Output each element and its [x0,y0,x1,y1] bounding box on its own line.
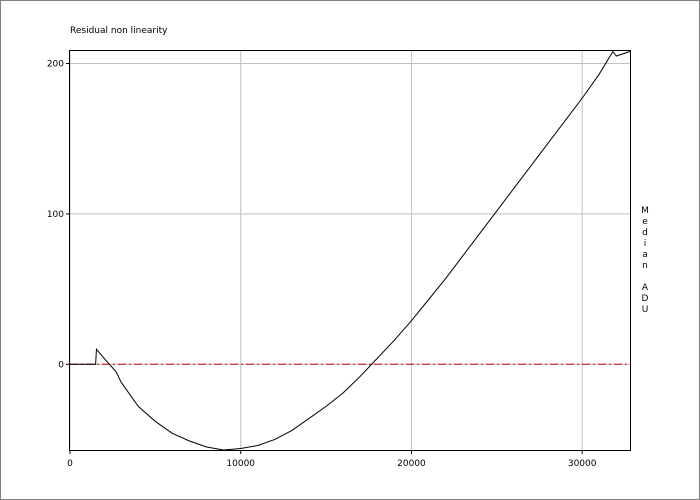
x-tick-label: 0 [67,459,73,469]
plot-frame [69,50,631,451]
x-tick-label: 20000 [397,459,426,469]
y-tick-label: 200 [47,60,64,70]
chart-title: Residual non linearity [70,26,168,36]
y-tick-label: 0 [58,360,64,370]
y-tick-label: 100 [47,210,64,220]
x-tick-label: 10000 [226,459,255,469]
data-line [70,50,631,451]
x-tick-label: 30000 [568,459,597,469]
